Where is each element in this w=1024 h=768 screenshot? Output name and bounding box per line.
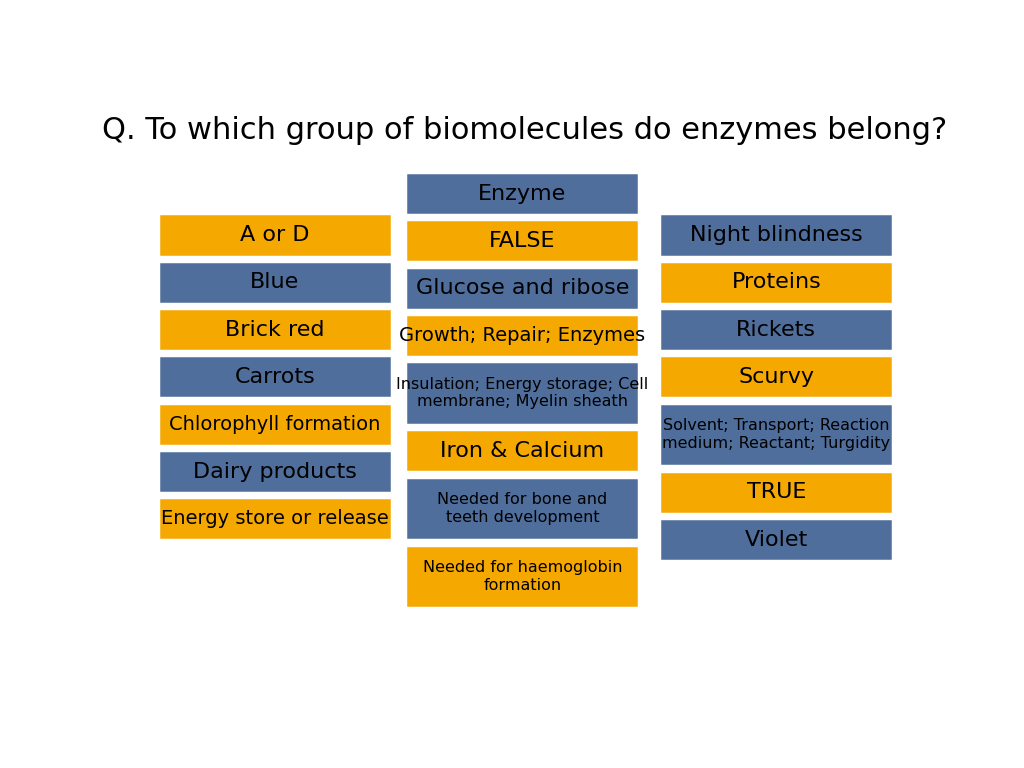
FancyBboxPatch shape: [406, 314, 639, 357]
Text: A or D: A or D: [240, 225, 309, 245]
FancyBboxPatch shape: [406, 545, 639, 608]
FancyBboxPatch shape: [406, 266, 639, 310]
FancyBboxPatch shape: [406, 172, 639, 215]
Text: Insulation; Energy storage; Cell
membrane; Myelin sheath: Insulation; Energy storage; Cell membran…: [396, 377, 648, 409]
Text: Night blindness: Night blindness: [690, 225, 863, 245]
Text: Enzyme: Enzyme: [478, 184, 566, 204]
Text: Brick red: Brick red: [225, 319, 325, 339]
Text: Energy store or release: Energy store or release: [161, 509, 389, 528]
FancyBboxPatch shape: [158, 260, 392, 304]
Text: Chlorophyll formation: Chlorophyll formation: [169, 415, 381, 434]
Text: Proteins: Proteins: [731, 273, 821, 293]
Text: Needed for bone and
teeth development: Needed for bone and teeth development: [437, 492, 607, 525]
Text: Needed for haemoglobin
formation: Needed for haemoglobin formation: [423, 561, 623, 593]
Text: Scurvy: Scurvy: [738, 367, 814, 387]
Text: Blue: Blue: [250, 273, 299, 293]
FancyBboxPatch shape: [158, 497, 392, 541]
Text: Rickets: Rickets: [736, 319, 816, 339]
Text: Violet: Violet: [744, 529, 808, 550]
FancyBboxPatch shape: [158, 356, 392, 399]
FancyBboxPatch shape: [659, 471, 893, 514]
Text: Dairy products: Dairy products: [193, 462, 356, 482]
FancyBboxPatch shape: [158, 214, 392, 257]
Text: Glucose and ribose: Glucose and ribose: [416, 278, 629, 298]
FancyBboxPatch shape: [406, 429, 639, 472]
Text: Solvent; Transport; Reaction
medium; Reactant; Turgidity: Solvent; Transport; Reaction medium; Rea…: [663, 419, 891, 451]
FancyBboxPatch shape: [659, 308, 893, 351]
FancyBboxPatch shape: [659, 402, 893, 466]
FancyBboxPatch shape: [406, 220, 639, 263]
FancyBboxPatch shape: [158, 308, 392, 351]
FancyBboxPatch shape: [158, 450, 392, 493]
FancyBboxPatch shape: [158, 402, 392, 445]
FancyBboxPatch shape: [406, 361, 639, 425]
Text: FALSE: FALSE: [489, 231, 556, 251]
Text: Iron & Calcium: Iron & Calcium: [440, 441, 604, 461]
Text: Carrots: Carrots: [234, 367, 315, 387]
FancyBboxPatch shape: [659, 356, 893, 399]
Text: Growth; Repair; Enzymes: Growth; Repair; Enzymes: [399, 326, 645, 345]
FancyBboxPatch shape: [659, 518, 893, 561]
Text: Q. To which group of biomolecules do enzymes belong?: Q. To which group of biomolecules do enz…: [102, 116, 947, 145]
FancyBboxPatch shape: [659, 260, 893, 304]
FancyBboxPatch shape: [406, 476, 639, 541]
Text: TRUE: TRUE: [746, 482, 806, 502]
FancyBboxPatch shape: [659, 214, 893, 257]
